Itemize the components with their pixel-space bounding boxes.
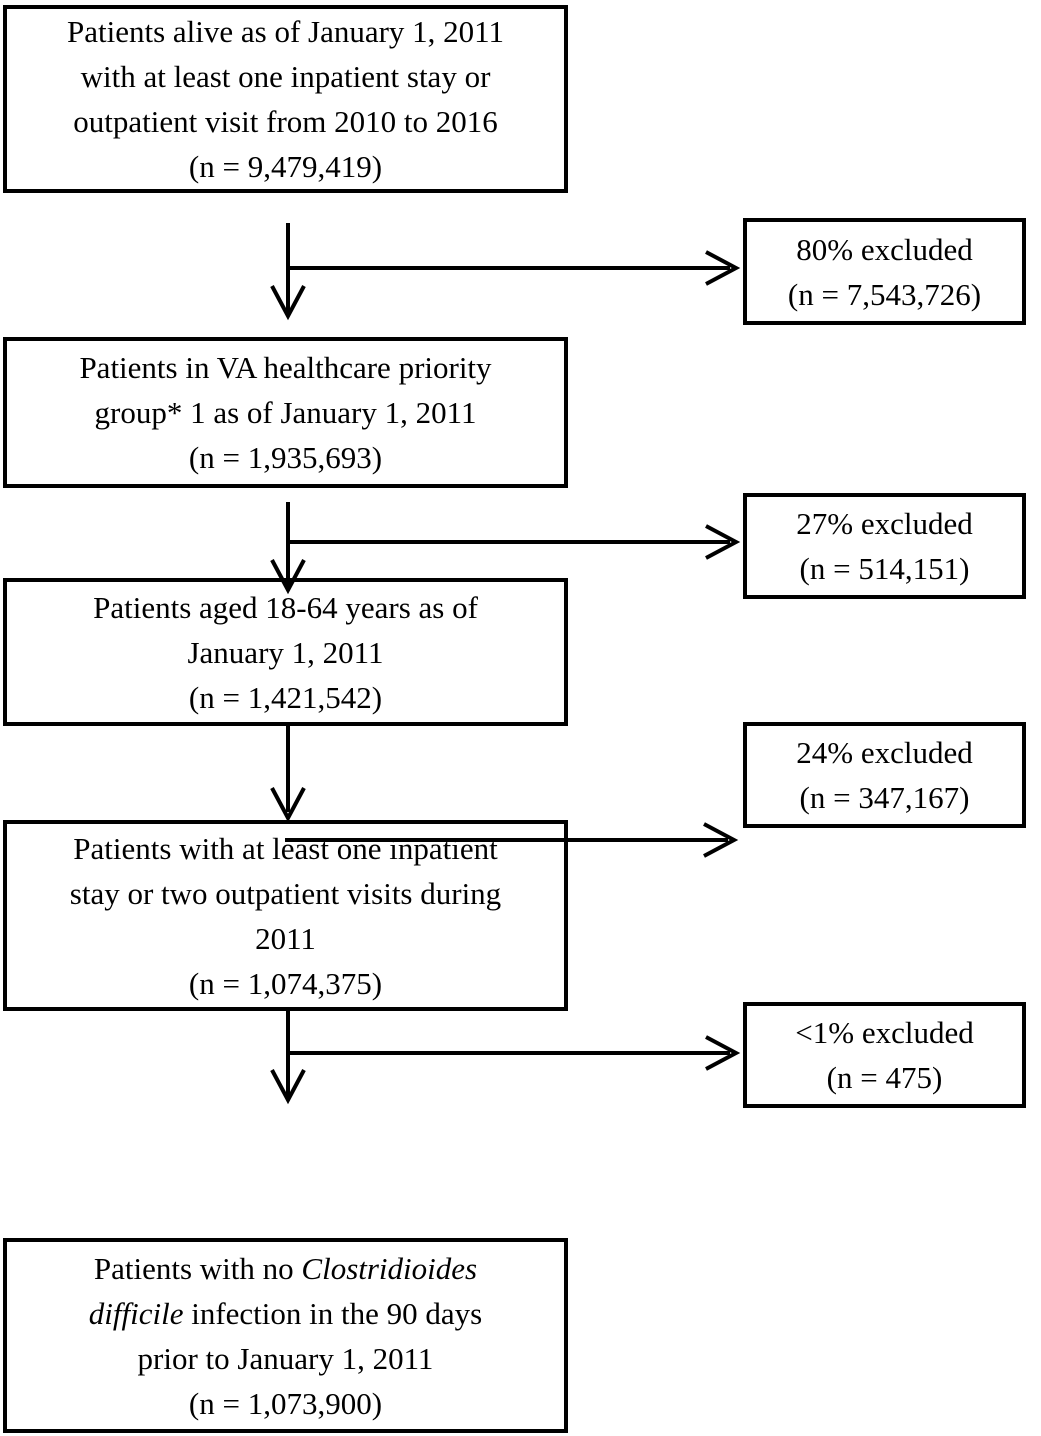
arrow-excluded-4 xyxy=(288,1035,741,1071)
box-alive-2011: Patients alive as of January 1, 2011 wit… xyxy=(3,5,568,193)
excluded-n-count: (n = 514,151) xyxy=(799,551,970,586)
excluded-n-count: (n = 7,543,726) xyxy=(787,276,982,312)
arrowhead-right-icon xyxy=(705,250,741,286)
box-excluded-2: 27% excluded (n = 514,151) xyxy=(743,493,1026,599)
excluded-percent: 24% excluded xyxy=(796,735,973,770)
box-text-line: 2011 xyxy=(255,920,316,956)
arrow-down-3 xyxy=(270,726,306,823)
text-segment: infection in the 90 days xyxy=(183,1295,483,1331)
box-text-line: Patients alive as of January 1, 2011 xyxy=(66,14,505,49)
arrow-down-4 xyxy=(270,1011,306,1105)
arrow-excluded-1 xyxy=(288,250,741,286)
box-n-count: (n = 1,421,542) xyxy=(188,679,383,715)
box-text-line: Patients with at least one inpatient xyxy=(73,830,498,866)
box-va-priority-group-1: Patients in VA healthcare priority group… xyxy=(3,337,568,488)
arrow-down-1 xyxy=(270,223,306,321)
box-text-line: Patients with no Clostridioides xyxy=(94,1246,477,1291)
excluded-percent: 80% excluded xyxy=(796,231,973,267)
box-text-line: group* 1 as of January 1, 2011 xyxy=(94,395,477,430)
box-utilization-2011: Patients with at least one inpatient sta… xyxy=(3,820,568,1011)
box-text-line: outpatient visit from 2010 to 2016 xyxy=(73,104,498,139)
arrowhead-down-icon xyxy=(270,1069,306,1105)
box-n-count: (n = 9,479,419) xyxy=(188,149,383,184)
arrowhead-right-icon xyxy=(703,822,739,858)
excluded-percent: 27% excluded xyxy=(796,506,973,541)
arrow-excluded-2 xyxy=(288,524,741,560)
arrow-down-2 xyxy=(270,502,306,595)
box-n-count: (n = 1,935,693) xyxy=(188,440,383,475)
arrowhead-right-icon xyxy=(705,1035,741,1071)
box-text-line: with at least one inpatient stay or xyxy=(80,59,491,94)
box-excluded-4: <1% excluded (n = 475) xyxy=(743,1002,1026,1108)
text-segment: Patients with no xyxy=(93,1250,302,1286)
box-text-line: difficile infection in the 90 days xyxy=(89,1291,482,1336)
arrowhead-down-icon xyxy=(270,285,306,321)
box-excluded-1: 80% excluded (n = 7,543,726) xyxy=(743,218,1026,325)
excluded-percent: <1% excluded xyxy=(795,1015,974,1050)
text-segment-italic: difficile xyxy=(88,1295,184,1331)
box-aged-18-64: Patients aged 18-64 years as of January … xyxy=(3,578,568,726)
box-no-cdi-90-days: Patients with no Clostridioides difficil… xyxy=(3,1238,568,1433)
box-text-line: Patients aged 18-64 years as of xyxy=(93,589,478,625)
arrowhead-down-icon xyxy=(270,787,306,823)
excluded-n-count: (n = 347,167) xyxy=(799,780,970,815)
box-text-line: Patients in VA healthcare priority xyxy=(79,350,492,385)
box-n-count: (n = 1,074,375) xyxy=(188,965,383,1001)
text-segment-italic: Clostridioides xyxy=(301,1250,478,1286)
arrowhead-right-icon xyxy=(705,524,741,560)
box-n-count: (n = 1,073,900) xyxy=(188,1385,383,1421)
excluded-n-count: (n = 475) xyxy=(826,1060,943,1095)
box-text-line: prior to January 1, 2011 xyxy=(137,1340,434,1376)
box-text-line: stay or two outpatient visits during xyxy=(69,875,502,911)
box-text-line: January 1, 2011 xyxy=(187,634,384,670)
box-excluded-3: 24% excluded (n = 347,167) xyxy=(743,722,1026,828)
